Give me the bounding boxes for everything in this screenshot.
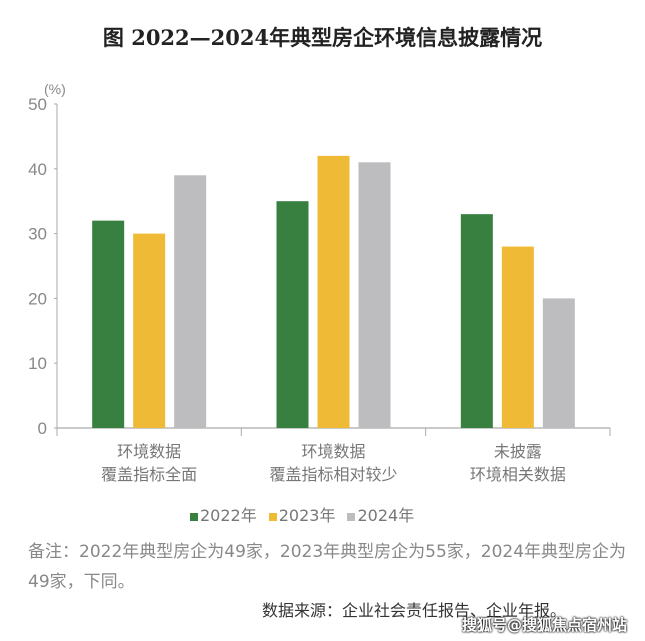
x-tick-label: 环境数据 (301, 442, 365, 461)
bar (174, 175, 207, 428)
bar (542, 298, 575, 428)
x-tick-label: 覆盖指标全面 (101, 465, 197, 484)
legend-item: 2023年 (268, 502, 336, 526)
legend-item: 2024年 (347, 502, 414, 526)
x-tick-label: 未披露 (494, 442, 542, 461)
x-tick-label: 环境数据 (117, 442, 181, 461)
y-tick-label: 30 (28, 225, 47, 244)
y-tick-label: 0 (38, 419, 47, 438)
chart-title: 图 2022—2024年典型房企环境信息披露情况 (102, 25, 543, 50)
x-tick-label: 覆盖指标相对较少 (269, 465, 397, 484)
x-tick-label: 环境相关数据 (470, 465, 566, 484)
bar (358, 162, 391, 428)
bar (92, 220, 125, 428)
legend-label: 2024年 (357, 506, 415, 525)
bar (317, 155, 350, 428)
legend-swatch (347, 512, 356, 521)
bar (501, 246, 534, 428)
legend-swatch (190, 512, 198, 521)
y-axis-label: (%) (44, 81, 66, 97)
watermark: 搜狐号@搜狐焦点宿州站 (462, 616, 628, 634)
data-source: 数据来源：企业社会责任报告、企业年报。 (262, 601, 567, 620)
bar (133, 233, 166, 428)
chart-note: 备注：2022年典型房企为49家，2023年典型房企为55家，2024年典型房企… (28, 542, 627, 592)
bar (276, 201, 309, 428)
legend: 2022年 2023年 2024年 (190, 502, 414, 526)
y-tick-label: 40 (28, 160, 47, 179)
y-tick-label: 50 (28, 95, 47, 114)
legend-swatch (268, 512, 277, 521)
legend-label: 2022年 (200, 506, 257, 525)
y-tick-label: 10 (28, 354, 47, 373)
legend-item: 2022年 (190, 502, 257, 526)
y-tick-label: 20 (28, 289, 47, 308)
legend-label: 2023年 (278, 506, 336, 525)
bar (460, 214, 493, 428)
